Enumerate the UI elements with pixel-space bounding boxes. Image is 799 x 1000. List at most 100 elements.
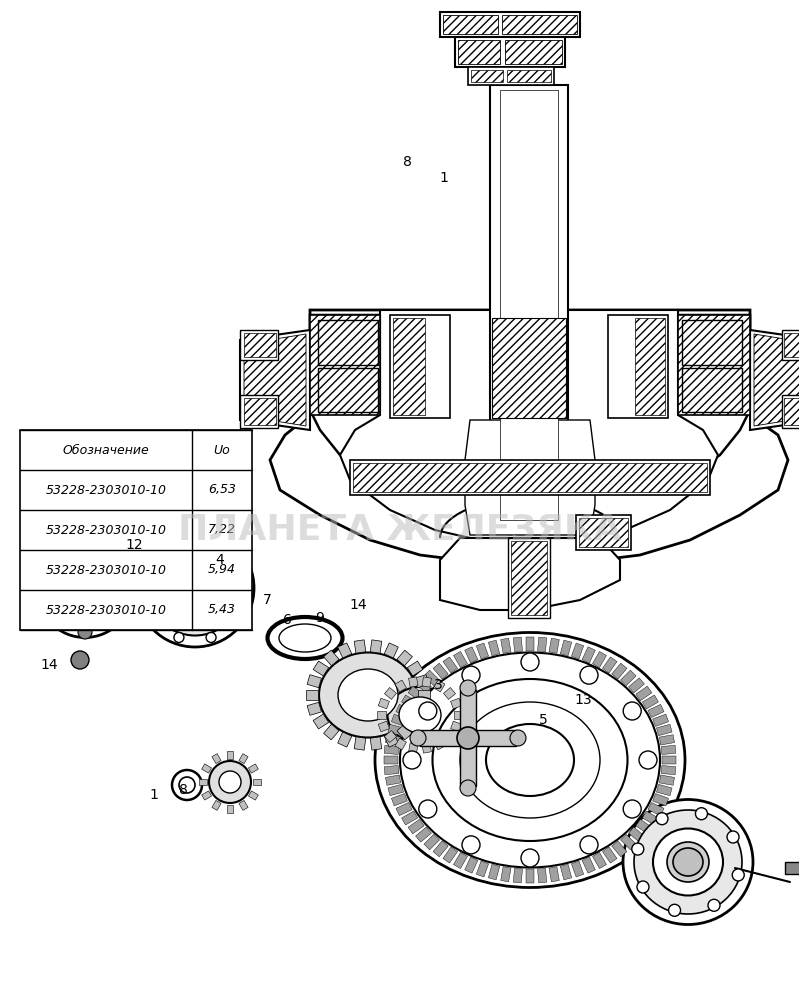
Bar [468,67,554,85]
Polygon shape [621,834,636,850]
Polygon shape [476,861,489,877]
Bar [508,538,550,618]
Polygon shape [244,398,276,425]
Text: 5,94: 5,94 [208,564,236,576]
Ellipse shape [460,680,476,696]
Polygon shape [424,834,439,850]
Polygon shape [661,766,676,775]
Polygon shape [248,791,258,800]
Polygon shape [571,861,584,877]
Polygon shape [248,764,258,773]
Polygon shape [306,690,318,700]
Ellipse shape [400,652,660,867]
Ellipse shape [242,583,252,593]
Ellipse shape [632,843,644,855]
Polygon shape [582,647,595,663]
Text: 12: 12 [125,538,143,552]
Polygon shape [253,779,261,785]
Ellipse shape [462,666,480,684]
Bar [20,430,252,630]
Polygon shape [451,721,462,732]
Ellipse shape [521,849,539,867]
Polygon shape [324,650,339,666]
Polygon shape [370,640,382,653]
Bar [785,862,799,874]
Text: 6: 6 [283,613,292,627]
Ellipse shape [669,904,681,916]
Polygon shape [610,315,750,492]
Polygon shape [635,318,665,415]
Polygon shape [440,538,620,610]
Polygon shape [240,330,278,360]
Polygon shape [307,702,321,715]
Polygon shape [201,791,212,800]
Polygon shape [354,640,366,653]
Polygon shape [549,867,559,882]
Polygon shape [433,663,448,679]
Ellipse shape [460,780,476,796]
Polygon shape [560,640,571,656]
Polygon shape [227,751,233,759]
Ellipse shape [457,727,479,749]
Polygon shape [659,775,674,785]
Bar [490,85,568,525]
Polygon shape [239,800,248,810]
Polygon shape [407,661,423,676]
Ellipse shape [623,800,753,924]
Polygon shape [408,677,418,687]
Polygon shape [239,754,248,764]
Ellipse shape [179,777,195,793]
Ellipse shape [120,583,134,597]
Polygon shape [782,330,799,360]
Polygon shape [443,847,458,863]
Polygon shape [433,841,448,857]
Polygon shape [378,698,389,709]
Bar [576,515,631,550]
Polygon shape [629,678,645,693]
Polygon shape [636,686,652,701]
Text: Uо: Uо [213,444,230,456]
Text: 53228-2303010-10: 53228-2303010-10 [46,564,166,576]
Polygon shape [538,637,547,652]
Polygon shape [212,800,221,810]
Polygon shape [629,827,645,842]
Polygon shape [653,714,669,726]
Bar [579,518,628,547]
Polygon shape [392,714,407,726]
Polygon shape [415,827,431,842]
Polygon shape [354,737,366,750]
Polygon shape [310,315,380,415]
Polygon shape [608,315,668,418]
Polygon shape [384,756,398,764]
Polygon shape [384,688,396,699]
Ellipse shape [388,687,452,743]
Text: 6,53: 6,53 [208,484,236,496]
Polygon shape [395,680,407,692]
Bar [455,37,565,67]
Polygon shape [657,724,672,736]
Bar [458,40,500,64]
Polygon shape [602,657,617,673]
Polygon shape [451,698,462,709]
Polygon shape [408,686,424,701]
Polygon shape [443,688,455,699]
Polygon shape [501,638,511,653]
Polygon shape [602,847,617,863]
Polygon shape [642,811,658,825]
Polygon shape [434,738,445,750]
Polygon shape [582,857,595,873]
Ellipse shape [338,669,398,721]
Text: 5: 5 [539,713,547,727]
Ellipse shape [172,770,202,800]
Ellipse shape [168,560,222,615]
Polygon shape [396,704,412,718]
Polygon shape [422,743,431,753]
Polygon shape [418,690,430,700]
Polygon shape [454,651,467,668]
Polygon shape [612,663,627,679]
Polygon shape [682,368,742,412]
Polygon shape [307,675,321,688]
Polygon shape [460,738,476,786]
Polygon shape [397,650,412,666]
Bar [471,70,503,82]
